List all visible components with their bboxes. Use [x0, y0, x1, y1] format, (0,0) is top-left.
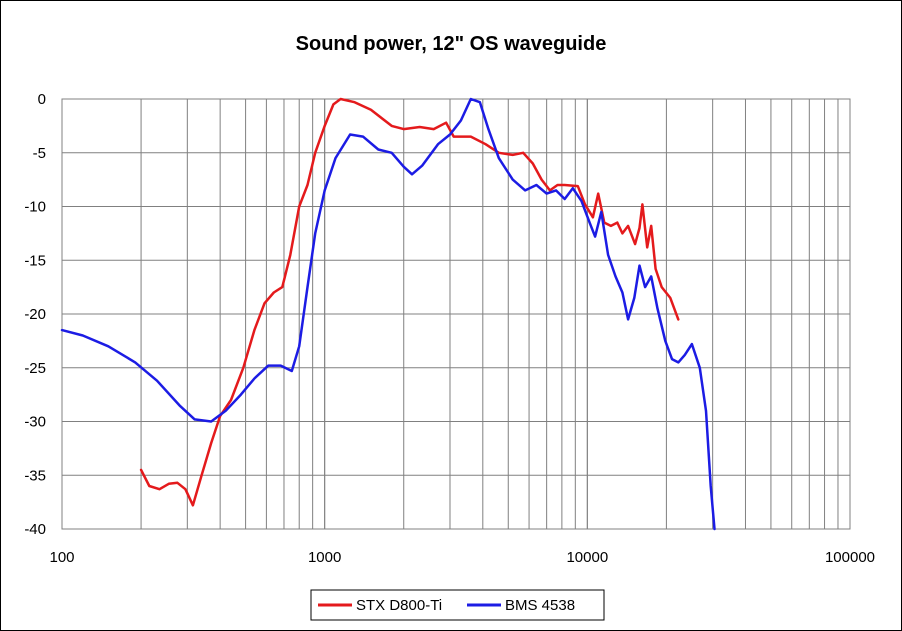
chart-title: Sound power, 12" OS waveguide [296, 33, 607, 55]
y-tick-label: 0 [38, 91, 46, 108]
y-tick-label: -30 [24, 414, 46, 431]
series-line-stx-d800-ti [139, 97, 680, 507]
y-tick-label: -20 [24, 306, 46, 323]
legend-label-stx: STX D800-Ti [356, 597, 442, 614]
series-line-bms-4538 [60, 97, 716, 531]
x-tick-label: 100 [49, 549, 74, 566]
y-tick-label: -35 [24, 467, 46, 484]
legend-label-bms: BMS 4538 [505, 597, 575, 614]
legend: STX D800-Ti BMS 4538 [310, 589, 605, 621]
grid-lines [62, 99, 850, 529]
y-axis-tick-labels: 0 -5 -10 -15 -20 -25 -30 -35 -40 [24, 91, 46, 538]
y-tick-label: -25 [24, 360, 46, 377]
y-tick-label: -10 [24, 199, 46, 216]
x-tick-label: 100000 [825, 549, 875, 566]
x-axis-tick-labels: 100 1000 10000 100000 [49, 549, 875, 566]
y-tick-label: -40 [24, 521, 46, 538]
x-tick-label: 1000 [308, 549, 341, 566]
x-tick-label: 10000 [566, 549, 608, 566]
y-tick-label: -5 [33, 145, 46, 162]
y-tick-label: -15 [24, 252, 46, 269]
plot-border [61, 98, 851, 530]
legend-box [310, 589, 605, 621]
series-layer [60, 97, 716, 531]
